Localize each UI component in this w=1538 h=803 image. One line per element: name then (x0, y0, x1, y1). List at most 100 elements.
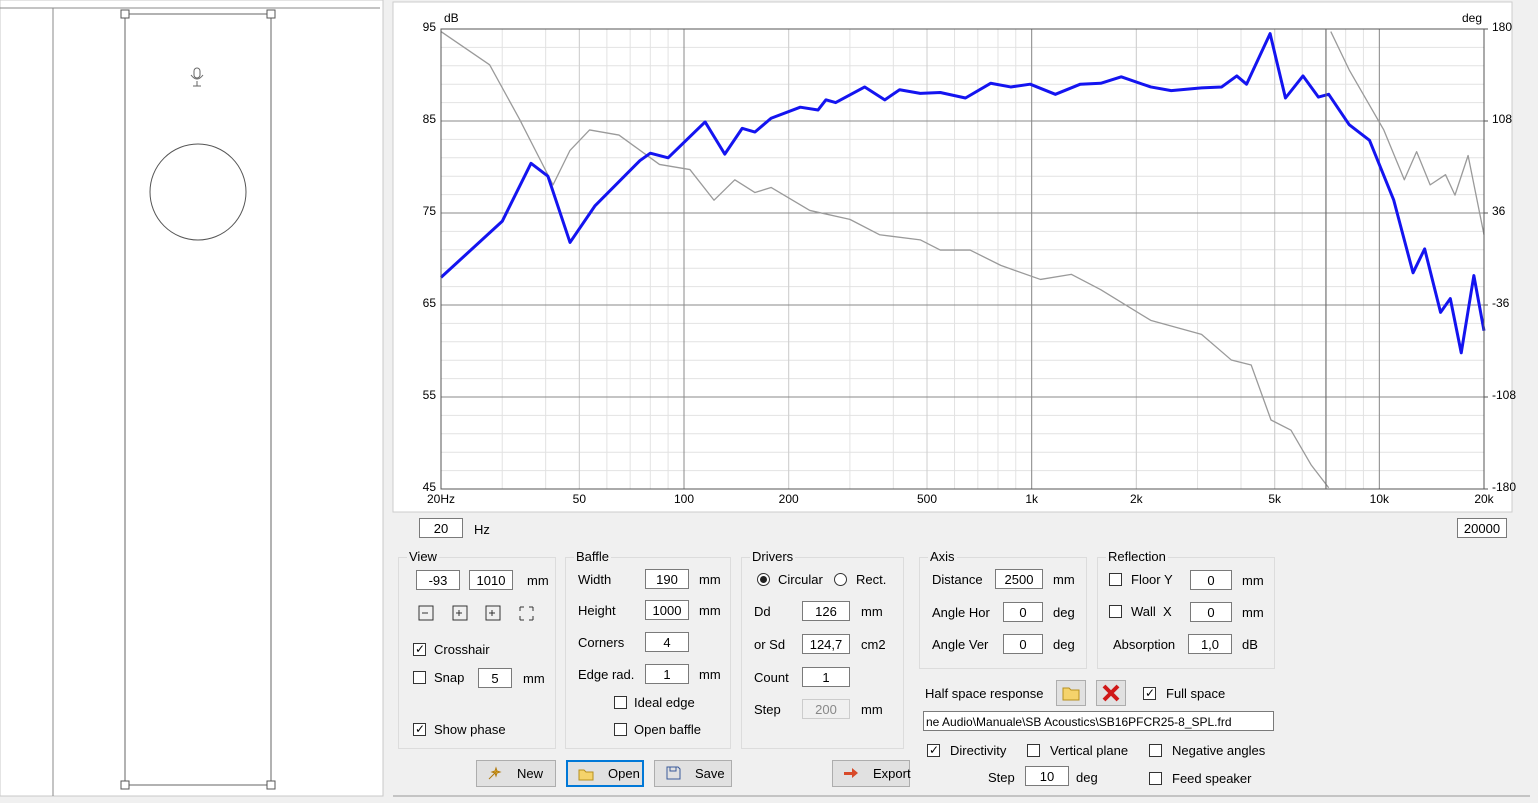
checkbox[interactable] (927, 742, 940, 758)
width-input[interactable]: 190 (645, 569, 689, 589)
radio[interactable] (757, 573, 770, 586)
radio[interactable] (834, 573, 847, 586)
file-buttons (1056, 680, 1126, 706)
open-file-button[interactable] (1056, 680, 1086, 706)
label: Wall X (1131, 604, 1172, 619)
label: deg (1053, 605, 1075, 620)
label: Directivity (950, 743, 1007, 758)
angle-ver-input[interactable]: 0 (1003, 634, 1043, 654)
corners-input[interactable]: 4 (645, 632, 689, 652)
driver-outline (149, 143, 247, 241)
handle[interactable] (120, 780, 130, 790)
y-tick-label: 45 (423, 480, 437, 494)
label: Dd (754, 604, 771, 619)
icon (666, 766, 681, 780)
label: Height (578, 603, 616, 618)
angle-hor-input[interactable]: 0 (1003, 602, 1043, 622)
sd-input[interactable]: 124,7 (802, 634, 850, 654)
group-title: Axis (928, 549, 957, 565)
label: deg (1053, 637, 1075, 652)
checkbox[interactable] (1109, 573, 1122, 586)
label: Distance (932, 572, 983, 587)
checkbox[interactable] (413, 671, 426, 684)
label: mm (1053, 572, 1075, 587)
group-title: View (407, 549, 439, 565)
checkbox[interactable] (1149, 772, 1162, 785)
drivers-group: Drivers (741, 549, 904, 749)
series-line (1330, 31, 1485, 235)
label: Show phase (434, 722, 506, 737)
label: mm (527, 573, 549, 588)
checkbox[interactable] (1109, 605, 1122, 618)
label: Hz (474, 522, 490, 537)
label: Corners (578, 635, 625, 650)
zoom-in[interactable] (485, 605, 501, 621)
label: cm2 (861, 637, 886, 652)
x-tick-label: 200 (779, 492, 799, 506)
axis-group: Axis (919, 549, 1087, 669)
checkbox[interactable] (614, 696, 627, 709)
checkbox[interactable] (1027, 744, 1040, 757)
x-tick-label: 5k (1268, 492, 1282, 506)
x-tick-label: 500 (917, 492, 937, 506)
group-title: Baffle (574, 549, 612, 565)
absorption-input[interactable]: 1,0 (1188, 634, 1232, 654)
checkbox[interactable] (413, 721, 426, 737)
label: Negative angles (1172, 743, 1266, 758)
clear-file-button[interactable] (1096, 680, 1126, 706)
wall-input[interactable]: 0 (1190, 602, 1232, 622)
zoom-fit[interactable] (519, 606, 534, 621)
checkbox[interactable] (1143, 685, 1156, 701)
reflection-group: Reflection (1097, 549, 1275, 669)
icon (844, 768, 858, 778)
export-button[interactable]: Export (832, 760, 911, 787)
freq-max-input[interactable]: 20000 (1457, 518, 1507, 538)
checkbox[interactable] (1149, 744, 1162, 757)
offset-x-input[interactable]: -93 (416, 570, 460, 590)
label: deg (1076, 770, 1098, 785)
checkbox[interactable] (413, 641, 426, 657)
freq-min-input[interactable]: 20 (419, 518, 463, 538)
x-tick-label: 20Hz (427, 492, 455, 506)
x-tick-label: 20k (1474, 492, 1494, 506)
dd-input[interactable]: 126 (802, 601, 850, 621)
snap-input[interactable]: 5 (478, 668, 512, 688)
label: Angle Ver (932, 637, 989, 652)
label: or Sd (754, 637, 786, 652)
label: Rect. (856, 572, 887, 587)
dir-step-input[interactable]: 10 (1025, 766, 1069, 786)
label: mm (699, 603, 721, 618)
open-button[interactable]: Open (566, 760, 644, 787)
label: Crosshair (434, 642, 490, 657)
y2-tick-label: 180 (1492, 20, 1512, 34)
zoom-out[interactable] (418, 605, 434, 621)
save-button[interactable]: Save (654, 760, 732, 787)
group-title: Reflection (1106, 549, 1168, 565)
view-group: View (398, 549, 556, 749)
baffle-group: Baffle (565, 549, 731, 749)
y-tick-label: 85 (423, 112, 437, 126)
series-line (440, 31, 1330, 489)
handle[interactable] (266, 9, 276, 19)
file-path-input[interactable]: ne Audio\Manuale\SB Acoustics\SB16PFCR25… (923, 711, 1274, 731)
baffle-view (0, 0, 384, 797)
handle[interactable] (120, 9, 130, 19)
zoom-reset[interactable] (452, 605, 468, 621)
label: Width (578, 572, 612, 587)
offset-y-input[interactable]: 1010 (469, 570, 513, 590)
edge-radius-input[interactable]: 1 (645, 664, 689, 684)
plot-frame (440, 28, 1485, 490)
label: Feed speaker (1172, 771, 1252, 786)
handle[interactable] (266, 780, 276, 790)
new-button[interactable]: New (476, 760, 556, 787)
height-input[interactable]: 1000 (645, 600, 689, 620)
distance-input[interactable]: 2500 (995, 569, 1043, 589)
count-input[interactable]: 1 (802, 667, 850, 687)
label: mm (861, 702, 883, 717)
y-tick-label: 95 (423, 20, 437, 34)
checkbox[interactable] (614, 723, 627, 736)
icon (578, 769, 594, 781)
label: mm (861, 604, 883, 619)
label: Edge rad. (578, 667, 635, 682)
floor-input[interactable]: 0 (1190, 570, 1232, 590)
